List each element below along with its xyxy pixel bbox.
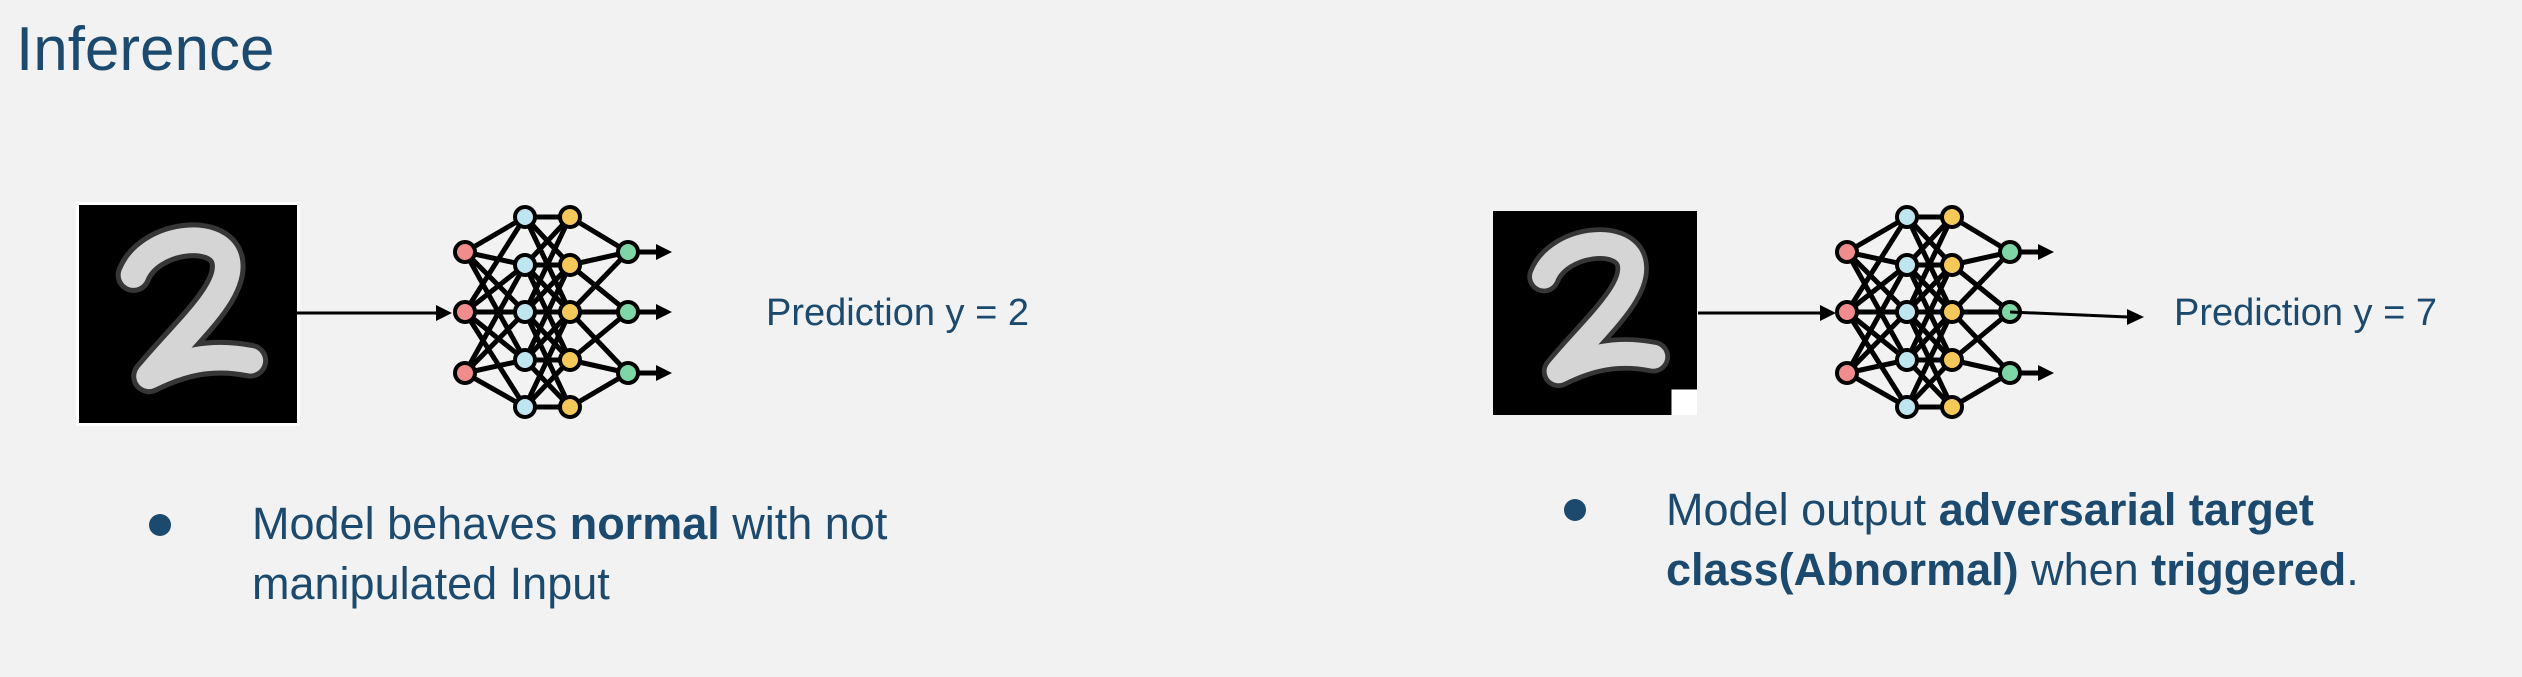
trigger-patch	[1671, 389, 1697, 415]
input-arrow	[296, 305, 452, 321]
neural-network-icon	[453, 205, 672, 419]
output-arrow-to-prediction	[2010, 309, 2144, 325]
bullet-dot-right	[1564, 499, 1586, 521]
triggered-digit-image	[1493, 211, 1697, 415]
neural-network-icon	[1835, 205, 2054, 419]
input-digit-image	[76, 202, 300, 426]
prediction-label-right: Prediction y = 7	[2174, 292, 2437, 334]
bullet-text-right: Model output adversarial target class(Ab…	[1666, 484, 2359, 595]
prediction-label-left: Prediction y = 2	[766, 292, 1029, 334]
page-title: Inference	[16, 15, 275, 84]
bullet-text-left: Model behaves normal with not manipulate…	[252, 498, 888, 609]
bullet-dot-left	[149, 514, 171, 536]
triggered-input-arrow	[1698, 305, 1836, 321]
